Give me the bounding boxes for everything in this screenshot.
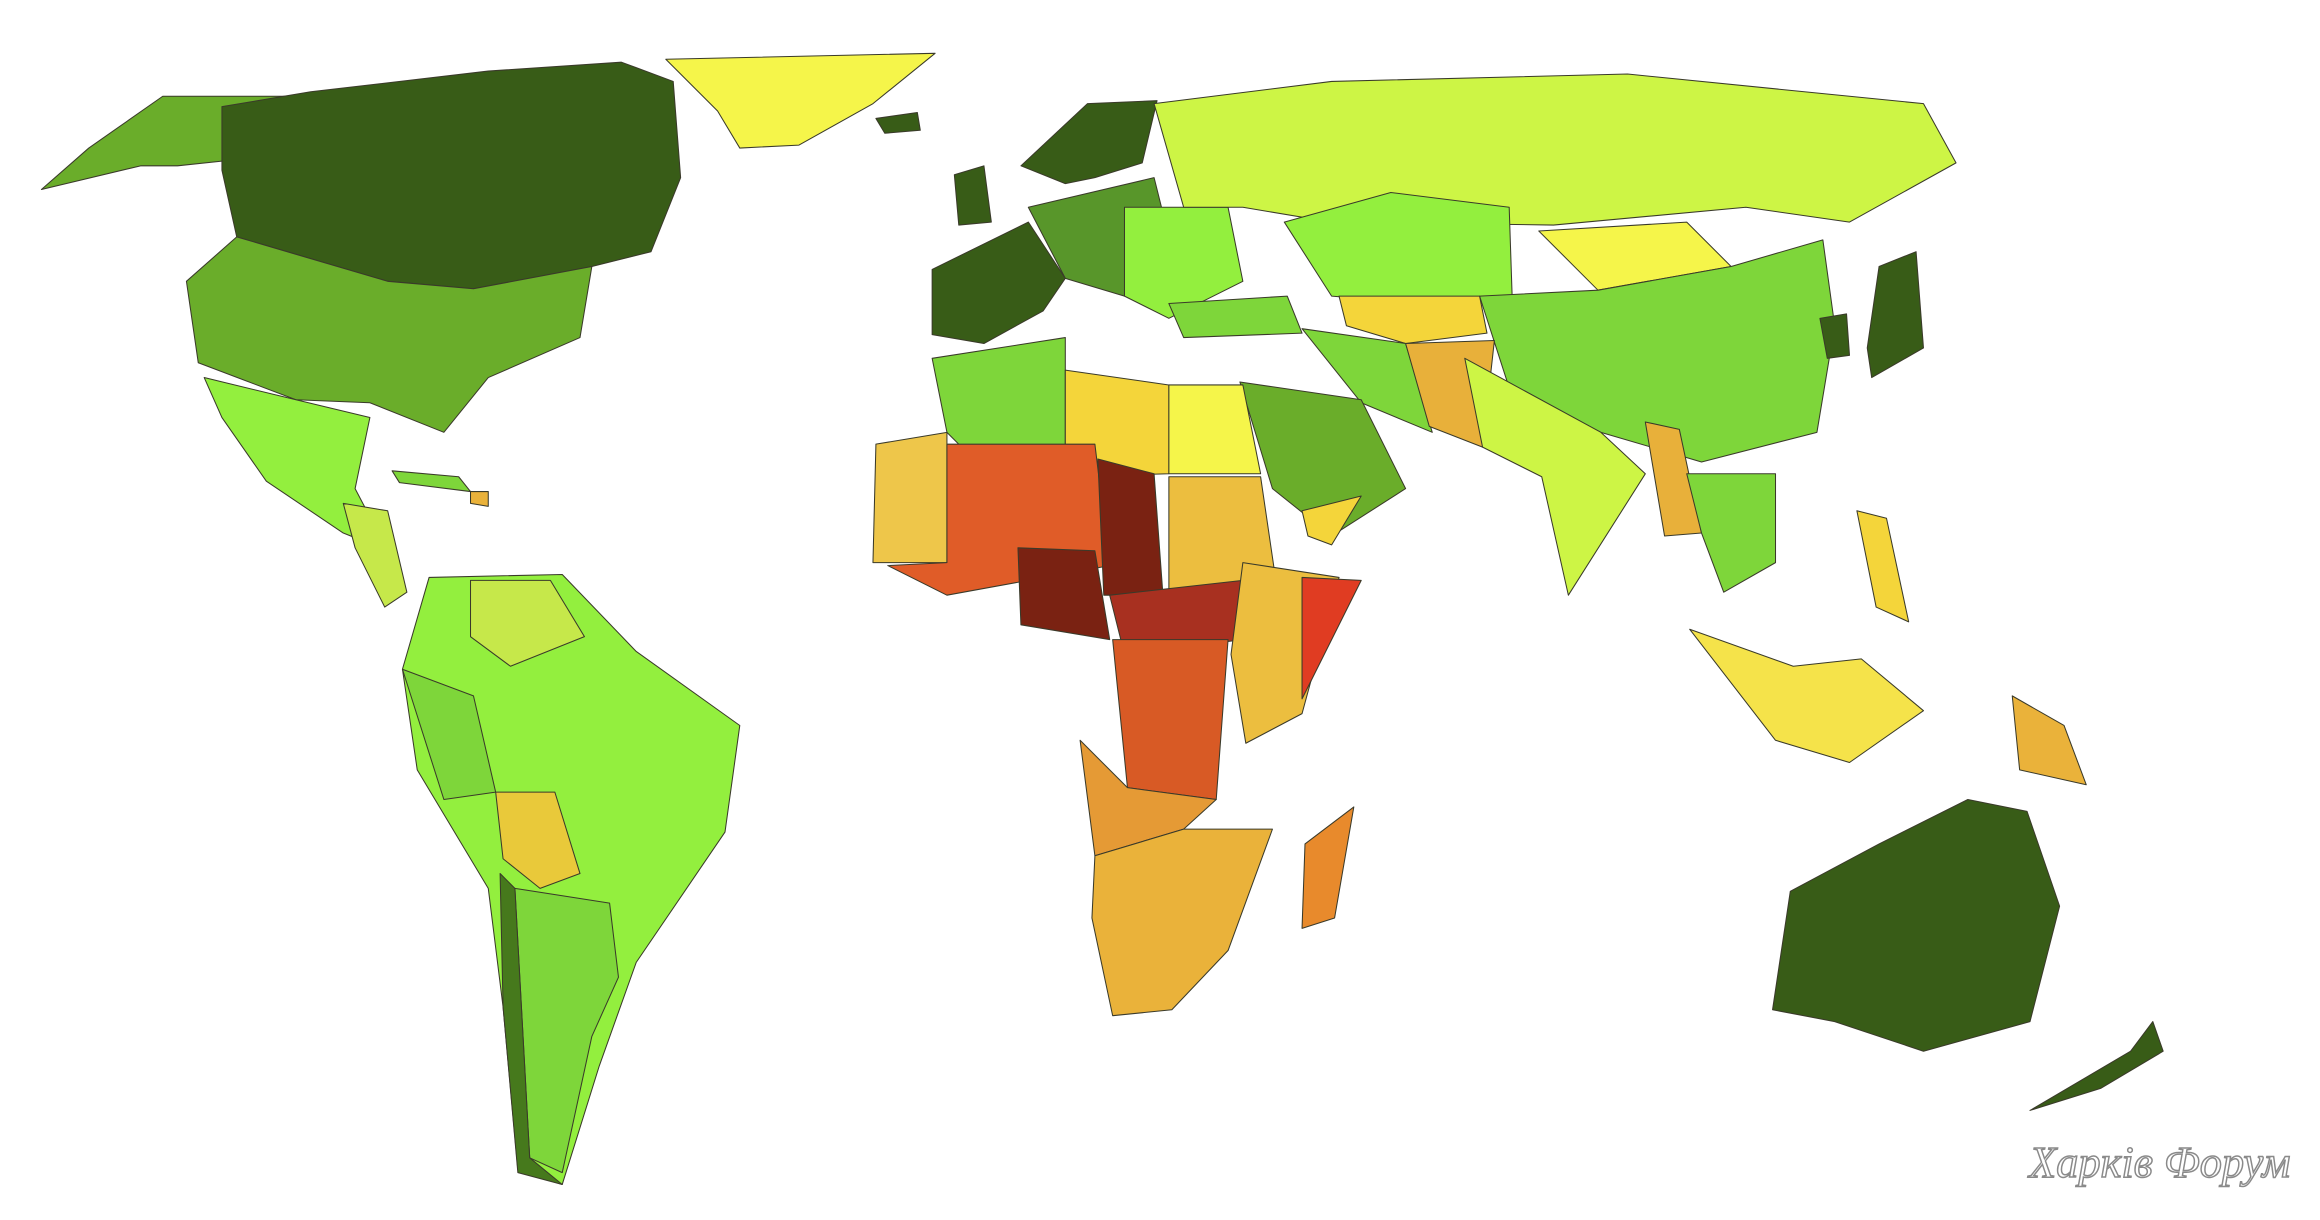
new-zealand: [2029, 1021, 2164, 1111]
iceland: [875, 112, 921, 134]
philippines: [1856, 510, 1910, 623]
venezuela: [469, 579, 585, 667]
japan: [1866, 251, 1924, 379]
turkey: [1168, 295, 1303, 339]
greenland: [665, 52, 936, 149]
egypt: [1168, 384, 1262, 475]
australia: [1772, 798, 2061, 1052]
saudi-arabia: [1239, 381, 1407, 537]
niger-nigeria: [1017, 547, 1111, 641]
west-africa-north: [872, 431, 948, 564]
chad: [1097, 458, 1164, 596]
central-asia: [1338, 295, 1488, 345]
usa: [185, 236, 593, 433]
yemen: [1301, 495, 1362, 546]
indonesia: [1689, 628, 1924, 764]
countries: [40, 52, 2164, 1185]
chile: [499, 873, 563, 1185]
haiti: [469, 491, 489, 507]
scandinavia: [1020, 100, 1158, 185]
somalia: [1301, 576, 1362, 700]
central-america: [342, 502, 408, 608]
congo: [1112, 639, 1229, 801]
western-europe: [931, 221, 1066, 345]
watermark: Харків Форум: [2027, 1137, 2290, 1187]
india: [1464, 357, 1646, 596]
iran: [1301, 328, 1433, 433]
russia: [1153, 73, 1957, 226]
south-america: [401, 573, 741, 1185]
angola: [1079, 739, 1217, 857]
indochina: [1686, 473, 1777, 593]
bolivia: [495, 791, 581, 889]
madagascar: [1301, 806, 1355, 929]
papua-new-guinea: [2011, 695, 2087, 786]
uk: [953, 165, 992, 226]
korea: [1819, 313, 1851, 359]
southern-africa: [1091, 828, 1273, 1017]
cuba: [391, 470, 472, 493]
